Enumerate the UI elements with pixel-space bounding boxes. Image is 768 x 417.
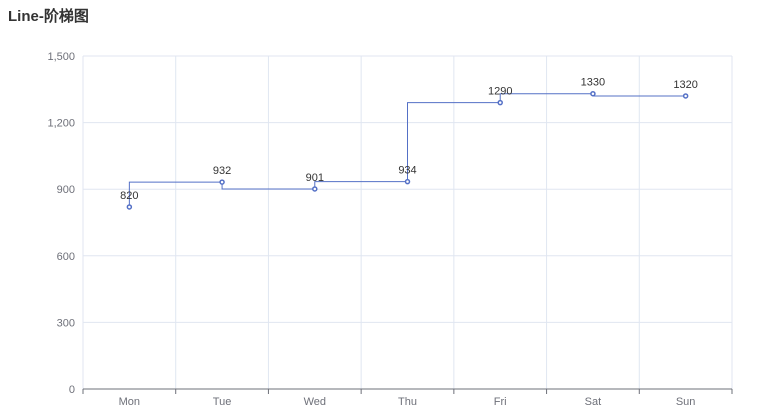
y-tick-label: 1,500 [47,51,75,63]
data-point[interactable] [219,179,225,185]
data-label: 1330 [581,77,605,89]
data-label: 934 [398,165,416,177]
data-label: 1290 [488,86,512,98]
y-tick-label: 1,200 [47,118,75,130]
chart-title: Line-阶梯图 [8,8,89,25]
x-tick-label: Sun [676,396,696,408]
x-tick-label: Sat [585,396,602,408]
x-tick-label: Mon [119,396,140,408]
y-tick-label: 300 [57,317,75,329]
x-tick-label: Fri [494,396,507,408]
x-tick-label: Thu [398,396,417,408]
data-label: 901 [306,172,324,184]
x-tick-label: Wed [304,396,326,408]
data-point[interactable] [312,186,318,192]
y-tick-label: 900 [57,184,75,196]
y-tick-label: 600 [57,251,75,263]
data-label: 820 [120,190,138,202]
data-point[interactable] [404,178,411,185]
data-label: 1320 [673,79,697,91]
data-label: 932 [213,165,231,177]
data-point[interactable] [497,99,503,106]
data-point[interactable] [590,90,596,97]
x-tick-label: Tue [213,396,232,408]
data-point[interactable] [682,93,689,99]
y-tick-label: 0 [69,384,75,396]
series-line [128,93,686,207]
data-point[interactable] [126,204,133,210]
